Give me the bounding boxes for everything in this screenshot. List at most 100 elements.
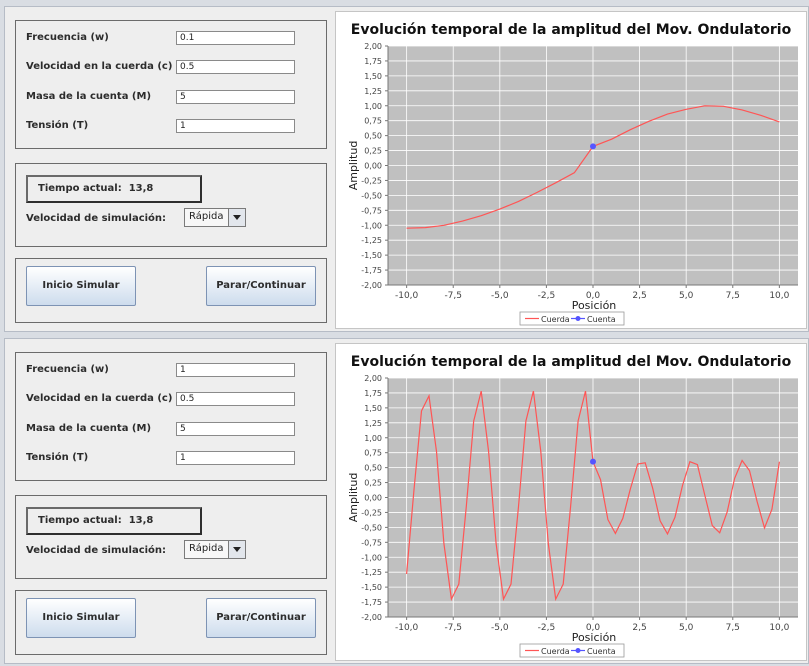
legend-cuenta-swatch-dot <box>575 648 581 653</box>
x-tick-label: 2,5 <box>632 623 646 633</box>
y-tick-label: 0,50 <box>364 132 382 141</box>
x-tick-label: 0,0 <box>586 291 601 301</box>
tiempo-actual-label: Tiempo actual: 13,8 <box>38 515 154 526</box>
masa-label: Masa de la cuenta (M) <box>26 91 152 102</box>
tension-input[interactable]: 1 <box>176 119 295 133</box>
y-tick-label: 1,25 <box>364 419 382 428</box>
y-tick-label: -2,00 <box>361 613 382 622</box>
parar-continuar-button[interactable]: Parar/Continuar <box>206 266 316 306</box>
y-tick-label: 1,50 <box>364 404 382 413</box>
time-display: Tiempo actual: 13,8 <box>26 175 202 203</box>
y-tick-label: -1,75 <box>361 598 382 607</box>
velocidad-cuerda-input[interactable]: 0.5 <box>176 392 295 406</box>
chart-title: Evolución temporal de la amplitud del Mo… <box>351 354 792 370</box>
y-tick-label: -1,50 <box>361 251 382 260</box>
tiempo-actual-value: 13,8 <box>128 515 154 526</box>
y-tick-label: 0,25 <box>364 479 382 488</box>
x-tick-label: 7,5 <box>726 291 740 301</box>
series-cuenta-point <box>590 143 596 150</box>
frecuencia-label: Frecuencia (w) <box>26 32 109 43</box>
velocidad-simulacion-value: Rápida <box>189 211 224 222</box>
velocidad-simulacion-value: Rápida <box>189 543 224 554</box>
y-tick-label: 1,00 <box>364 434 382 443</box>
x-tick-label: 5,0 <box>679 623 694 633</box>
amplitude-chart: Evolución temporal de la amplitud del Mo… <box>335 343 807 661</box>
x-tick-label: 2,5 <box>632 291 646 301</box>
x-axis-label: Posición <box>572 631 617 644</box>
velocidad-cuerda-input[interactable]: 0.5 <box>176 60 295 74</box>
x-tick-label: 10,0 <box>769 291 789 301</box>
y-tick-label: -1,25 <box>361 568 382 577</box>
inicio-simular-button[interactable]: Inicio Simular <box>26 598 136 638</box>
chevron-down-icon[interactable] <box>228 541 245 558</box>
y-tick-label: 0,00 <box>364 162 382 171</box>
velocidad-simulacion-label: Velocidad de simulación: <box>26 213 167 224</box>
velocidad-simulacion-select[interactable]: Rápida <box>184 208 246 227</box>
y-axis-label: Amplitud <box>347 473 360 523</box>
y-tick-label: 1,75 <box>364 57 382 66</box>
buttons-panel: Inicio Simular Parar/Continuar <box>15 258 327 323</box>
chart-title: Evolución temporal de la amplitud del Mo… <box>351 22 792 38</box>
x-tick-label: 5,0 <box>679 291 694 301</box>
parar-continuar-button[interactable]: Parar/Continuar <box>206 598 316 638</box>
masa-input[interactable]: 5 <box>176 90 295 104</box>
velocidad-simulacion-select[interactable]: Rápida <box>184 540 246 559</box>
parameters-panel: Frecuencia (w) 1 Velocidad en la cuerda … <box>15 352 327 481</box>
y-tick-label: -1,00 <box>361 221 382 230</box>
chart-svg: Evolución temporal de la amplitud del Mo… <box>347 354 798 658</box>
y-tick-label: 0,75 <box>364 449 382 458</box>
x-tick-label: 7,5 <box>726 623 740 633</box>
simulation-panel: Tiempo actual: 13,8 Velocidad de simulac… <box>15 495 327 579</box>
tension-label: Tensión (T) <box>26 452 89 463</box>
y-tick-label: -2,00 <box>361 281 382 290</box>
x-tick-label: -2,5 <box>538 291 556 301</box>
chevron-down-icon[interactable] <box>228 209 245 226</box>
y-tick-label: -0,50 <box>361 523 382 532</box>
frecuencia-label: Frecuencia (w) <box>26 364 109 375</box>
amplitude-chart: Evolución temporal de la amplitud del Mo… <box>335 11 807 329</box>
y-tick-label: -1,75 <box>361 266 382 275</box>
legend-cuenta-label: Cuenta <box>587 315 616 324</box>
x-tick-label: -10,0 <box>395 623 419 633</box>
x-tick-label: -10,0 <box>395 291 419 301</box>
x-tick-label: 0,0 <box>586 623 601 633</box>
x-tick-label: 10,0 <box>769 623 789 633</box>
frecuencia-input[interactable]: 0.1 <box>176 31 295 45</box>
simulation-window-2: Frecuencia (w) 1 Velocidad en la cuerda … <box>4 338 809 664</box>
y-tick-label: 0,75 <box>364 117 382 126</box>
simulation-panel: Tiempo actual: 13,8 Velocidad de simulac… <box>15 163 327 247</box>
velocidad-cuerda-label: Velocidad en la cuerda (c) <box>26 61 173 72</box>
velocidad-simulacion-label: Velocidad de simulación: <box>26 545 167 556</box>
controls-area: Frecuencia (w) 1 Velocidad en la cuerda … <box>9 343 332 657</box>
tiempo-actual-value: 13,8 <box>128 183 154 194</box>
simulation-window-1: Frecuencia (w) 0.1 Velocidad en la cuerd… <box>4 6 809 332</box>
velocidad-cuerda-label: Velocidad en la cuerda (c) <box>26 393 173 404</box>
y-tick-label: 2,00 <box>364 374 382 383</box>
tension-input[interactable]: 1 <box>176 451 295 465</box>
masa-input[interactable]: 5 <box>176 422 295 436</box>
y-tick-label: 1,75 <box>364 389 382 398</box>
x-axis-label: Posición <box>572 299 617 312</box>
legend-cuerda-label: Cuerda <box>541 315 570 324</box>
inicio-simular-button[interactable]: Inicio Simular <box>26 266 136 306</box>
y-tick-label: -0,25 <box>361 508 382 517</box>
y-tick-label: 2,00 <box>364 42 382 51</box>
series-cuenta-point <box>590 458 596 465</box>
chart-legend: Cuerda Cuenta <box>519 311 625 326</box>
y-tick-label: -0,25 <box>361 176 382 185</box>
y-tick-label: -0,50 <box>361 191 382 200</box>
buttons-panel: Inicio Simular Parar/Continuar <box>15 590 327 655</box>
frecuencia-input[interactable]: 1 <box>176 363 295 377</box>
x-tick-label: -2,5 <box>538 623 556 633</box>
tension-label: Tensión (T) <box>26 120 89 131</box>
y-tick-label: 1,00 <box>364 102 382 111</box>
tiempo-actual-label: Tiempo actual: 13,8 <box>38 183 154 194</box>
x-tick-label: -5,0 <box>491 623 509 633</box>
parameters-panel: Frecuencia (w) 0.1 Velocidad en la cuerd… <box>15 20 327 149</box>
masa-label: Masa de la cuenta (M) <box>26 423 152 434</box>
legend-cuenta-label: Cuenta <box>587 647 616 656</box>
x-tick-label: -7,5 <box>444 291 462 301</box>
legend-cuerda-label: Cuerda <box>541 647 570 656</box>
y-tick-label: -0,75 <box>361 206 382 215</box>
chart-legend: Cuerda Cuenta <box>519 643 625 658</box>
